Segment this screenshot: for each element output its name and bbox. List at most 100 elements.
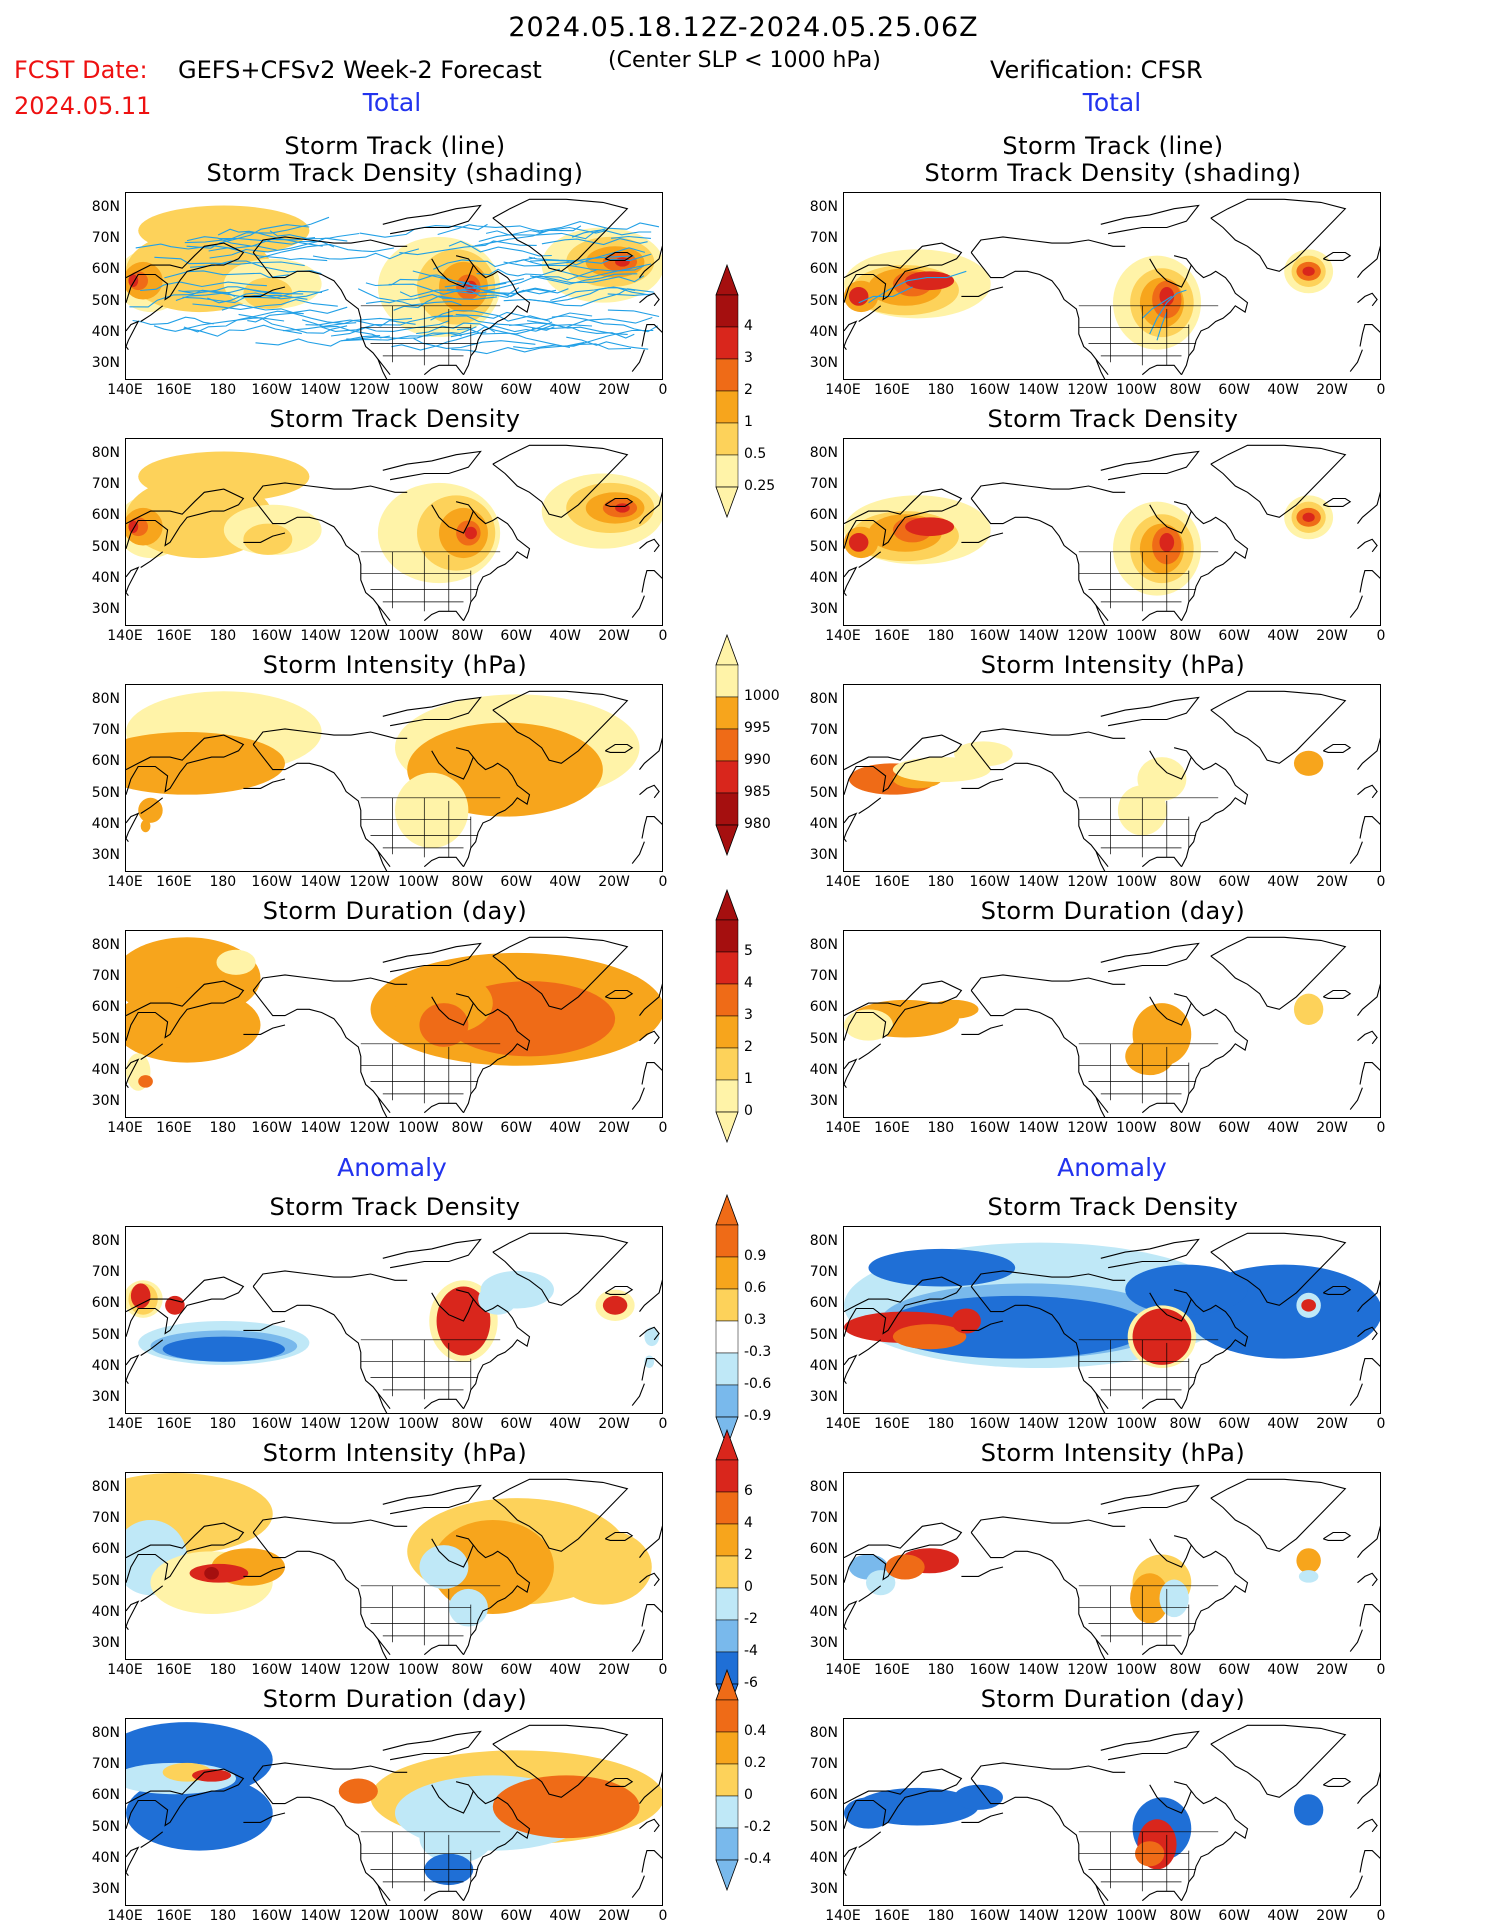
coastline	[970, 1532, 1109, 1656]
lon-tick-label: 120W	[349, 1120, 390, 1136]
coastline	[140, 1043, 164, 1060]
field-shading	[130, 1283, 151, 1309]
coastline	[641, 1062, 662, 1085]
lat-tick-label: 60N	[809, 507, 838, 524]
colorbar-segment	[715, 1619, 739, 1653]
coastline	[631, 841, 645, 864]
coastline	[970, 744, 1109, 868]
lat-tick-label: 60N	[91, 1787, 120, 1804]
coastline	[858, 1585, 882, 1602]
storm-track-line	[537, 221, 660, 232]
lat-tick-label: 60N	[809, 753, 838, 770]
lon-tick-label: 80W	[451, 874, 484, 890]
map-panel-density-anomaly-forecast	[125, 1226, 663, 1414]
lon-tick-label: 0	[1376, 1908, 1386, 1924]
coastline	[970, 1762, 1126, 1779]
lon-tick-label: 140E	[825, 874, 861, 890]
lat-tick-label: 40N	[809, 1062, 838, 1078]
colorbar-segment	[715, 1731, 739, 1765]
colorbar-segment	[715, 760, 739, 794]
colorbar-segment	[715, 1288, 739, 1322]
field-shading	[1159, 1579, 1189, 1618]
storm-track-line	[393, 295, 497, 311]
map-svg	[126, 1473, 662, 1659]
storm-track-line	[255, 335, 381, 347]
coastline	[641, 570, 662, 593]
coastline	[1149, 255, 1192, 288]
coastline	[1095, 358, 1106, 379]
field-shading	[165, 1295, 185, 1315]
coastline	[431, 501, 474, 534]
coastline	[844, 1522, 963, 1583]
colorbar-intensity-total	[715, 633, 739, 857]
lon-tick-label: 100W	[1116, 1662, 1157, 1678]
coastline	[1181, 1002, 1249, 1113]
lon-tick-label: 140W	[300, 628, 341, 644]
lat-tick-label: 50N	[809, 1818, 838, 1835]
colorbar-label: 0.3	[744, 1312, 767, 1328]
coastline	[1095, 1392, 1106, 1413]
coastline	[1149, 1535, 1192, 1568]
coastline	[631, 1087, 645, 1110]
coastline	[377, 1392, 388, 1413]
storm-track-line	[484, 324, 593, 333]
field-shading	[1132, 1308, 1192, 1365]
lat-tick-label: 70N	[91, 1756, 120, 1772]
field-shading	[1298, 1570, 1319, 1583]
storm-track-line	[186, 236, 316, 247]
lon-tick-label: 60W	[1218, 874, 1251, 890]
lon-tick-label: 80W	[451, 1662, 484, 1678]
lon-tick-label: 120W	[349, 874, 390, 890]
coastline	[423, 610, 464, 622]
field-shading	[1302, 266, 1315, 277]
coastline	[1359, 1850, 1380, 1873]
colorbar-segment	[715, 358, 739, 392]
lon-tick-label: 40W	[549, 1120, 581, 1136]
lat-tick-label: 80N	[809, 690, 838, 707]
coastline	[844, 1058, 858, 1089]
lon-tick-label: 140E	[825, 1908, 861, 1924]
coastline	[641, 1358, 662, 1381]
coastline	[243, 532, 286, 543]
field-shading	[844, 1009, 893, 1041]
lat-tick-label: 60N	[809, 1295, 838, 1312]
storm-track-line	[282, 317, 413, 332]
panel-title-duration-left: Storm Duration (day)	[262, 897, 528, 925]
colorbar-segment	[715, 1555, 739, 1589]
panel-title-track-line-right: Storm Track (line)	[1002, 132, 1224, 160]
lat-tick-label: 80N	[91, 1478, 120, 1495]
coastline	[1210, 690, 1347, 764]
storm-track-line	[132, 316, 214, 325]
storm-track-line	[182, 295, 308, 304]
coastline	[463, 1002, 531, 1113]
lat-tick-label: 70N	[809, 1510, 838, 1526]
lon-tick-label: 60W	[500, 382, 533, 398]
lon-tick-label: 20W	[1316, 382, 1348, 398]
colorbar-label: 0.6	[744, 1280, 767, 1296]
lat-tick-label: 50N	[91, 1326, 120, 1343]
coastline	[1349, 595, 1363, 618]
field-shading	[138, 1075, 153, 1088]
lon-tick-label: 20W	[1316, 1416, 1348, 1432]
coastline	[1181, 1544, 1249, 1655]
forecast-period-title: 2024.05.18.12Z-2024.05.25.06Z	[508, 12, 979, 43]
storm-track-line	[528, 253, 652, 264]
lon-tick-label: 140E	[107, 1120, 143, 1136]
coastline	[1357, 1326, 1378, 1341]
colorbar-segment	[715, 454, 739, 488]
coastline	[1323, 1777, 1352, 1787]
lat-tick-label: 80N	[809, 444, 838, 461]
colorbar-segment	[715, 664, 739, 698]
panel-title-duration-anom-left: Storm Duration (day)	[262, 1685, 528, 1713]
lon-tick-label: 180	[209, 1662, 237, 1678]
field-shading	[192, 1769, 232, 1782]
storm-track-line	[455, 311, 593, 321]
coastline	[639, 292, 660, 307]
colorbar-segment	[715, 1491, 739, 1525]
lat-tick-label: 70N	[91, 1264, 120, 1280]
lat-tick-label: 30N	[91, 1093, 120, 1110]
lat-tick-label: 30N	[91, 1635, 120, 1652]
lon-tick-label: 120W	[1067, 1120, 1108, 1136]
coastline	[423, 856, 464, 868]
coastline	[961, 778, 1004, 789]
